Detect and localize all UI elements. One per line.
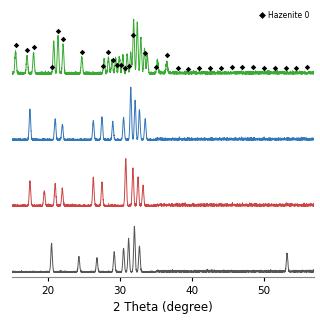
X-axis label: 2 Theta (degree): 2 Theta (degree) (113, 301, 213, 315)
Legend: Hazenite 0: Hazenite 0 (258, 9, 311, 21)
